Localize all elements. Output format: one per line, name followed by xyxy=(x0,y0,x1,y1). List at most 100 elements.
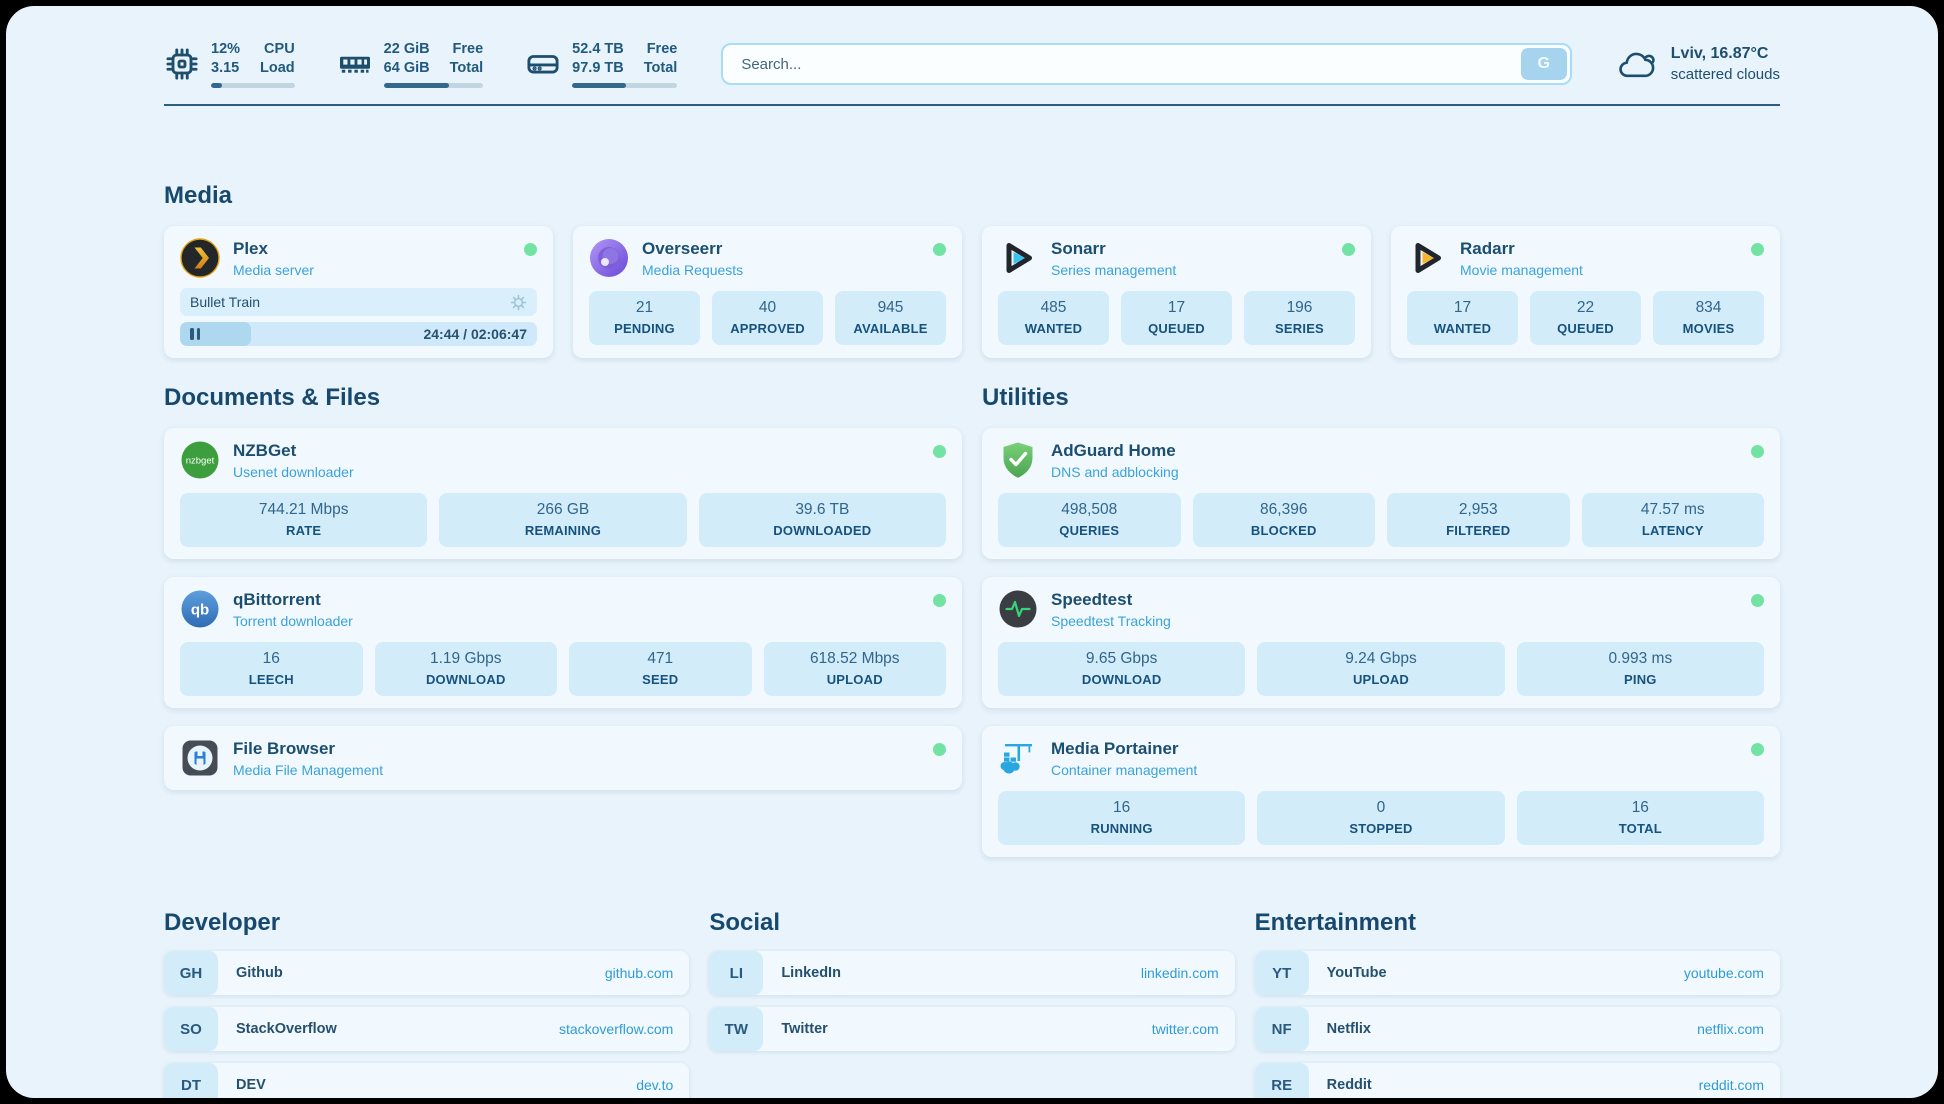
cloud-icon xyxy=(1616,46,1658,82)
stat-tile: 196 SERIES xyxy=(1244,291,1355,345)
bookmark-abbr: TW xyxy=(709,1007,764,1051)
bookmark-url: reddit.com xyxy=(1698,1077,1764,1093)
cpu-load-label: Load xyxy=(260,60,295,76)
service-title: Overseerr xyxy=(642,238,723,258)
stat-tile: 39.6 TB DOWNLOADED xyxy=(698,493,946,547)
status-dot xyxy=(933,743,946,756)
bookmark-url: youtube.com xyxy=(1683,965,1764,981)
service-title: Plex xyxy=(233,238,268,258)
bookmark-reddit[interactable]: RE Reddit reddit.com xyxy=(1254,1063,1780,1098)
stat-tile: 9.65 Gbps DOWNLOAD xyxy=(998,642,1246,696)
service-subtitle: Series management xyxy=(1051,261,1177,278)
weather-location: Lviv, 16.87°C xyxy=(1670,45,1769,63)
playback-time: 24:44 / 02:06:47 xyxy=(423,326,527,342)
bookmark-dev[interactable]: DT DEV dev.to xyxy=(164,1063,690,1098)
bookmark-abbr: DT xyxy=(164,1063,218,1098)
radarr-icon xyxy=(1407,238,1447,278)
disk-icon xyxy=(525,46,561,82)
memory-progress-fill xyxy=(383,83,450,89)
service-card-sonarr[interactable]: Sonarr Series management 485 WANTED 17 Q… xyxy=(982,226,1371,358)
bookmark-abbr: LI xyxy=(709,951,764,995)
status-dot xyxy=(933,243,946,256)
status-dot xyxy=(1751,743,1764,756)
bookmark-name: StackOverflow xyxy=(236,1021,337,1037)
bookmark-twitter[interactable]: TW Twitter twitter.com xyxy=(709,1007,1235,1051)
stat-tile: 21 PENDING xyxy=(589,291,700,345)
stat-tile: 266 GB REMAINING xyxy=(439,493,687,547)
service-title: Speedtest xyxy=(1051,589,1133,609)
service-subtitle: Media server xyxy=(233,261,314,278)
bookmark-url: twitter.com xyxy=(1151,1021,1219,1037)
search-provider-button[interactable]: G xyxy=(1520,48,1567,80)
bookmark-linkedin[interactable]: LI LinkedIn linkedin.com xyxy=(709,951,1235,995)
bookmark-url: stackoverflow.com xyxy=(558,1021,674,1037)
system-widgets: 12% 3.15 CPU Load xyxy=(164,40,678,89)
weather-widget[interactable]: Lviv, 16.87°C scattered clouds xyxy=(1616,43,1780,84)
stat-tile: 485 WANTED xyxy=(998,291,1109,345)
top-bar: 12% 3.15 CPU Load xyxy=(164,6,1780,92)
stat-tile: 744.21 Mbps RATE xyxy=(180,493,428,547)
stat-tile: 22 QUEUED xyxy=(1530,291,1641,345)
settings-icon[interactable] xyxy=(510,294,527,311)
service-subtitle: Container management xyxy=(1051,761,1198,778)
service-card-portainer[interactable]: Media Portainer Container management 16 … xyxy=(982,726,1780,857)
service-card-radarr[interactable]: Radarr Movie management 17 WANTED 22 QUE… xyxy=(1391,226,1780,358)
playback-progress-bar: 24:44 / 02:06:47 xyxy=(180,322,537,346)
search-input[interactable] xyxy=(721,43,1572,85)
stat-tile: 17 WANTED xyxy=(1407,291,1518,345)
service-card-plex[interactable]: Plex Media server Bullet Train xyxy=(164,226,553,358)
memory-progress-track xyxy=(383,83,484,89)
service-title: Sonarr xyxy=(1051,238,1106,258)
header-divider xyxy=(164,104,1780,106)
service-subtitle: Speedtest Tracking xyxy=(1051,612,1171,629)
bookmark-url: github.com xyxy=(604,965,674,981)
cpu-label: CPU xyxy=(264,40,295,57)
bookmark-github[interactable]: GH Github github.com xyxy=(164,951,690,995)
status-dot xyxy=(524,243,537,256)
stat-tile: 9.24 Gbps UPLOAD xyxy=(1257,642,1505,696)
service-title: Radarr xyxy=(1460,238,1515,258)
disk-progress-fill xyxy=(572,83,626,89)
section-title-entertainment: Entertainment xyxy=(1254,909,1417,936)
overseerr-icon xyxy=(589,238,629,278)
service-card-nzbget[interactable]: nzbget NZBGet Usenet downloader 744.21 M… xyxy=(164,428,962,559)
bookmark-stackoverflow[interactable]: SO StackOverflow stackoverflow.com xyxy=(164,1007,690,1051)
cpu-percent: 12% xyxy=(211,40,241,57)
now-playing-title: Bullet Train xyxy=(190,294,261,310)
stat-tile: 16 TOTAL xyxy=(1516,791,1764,845)
memory-icon xyxy=(337,46,373,82)
bookmark-youtube[interactable]: YT YouTube youtube.com xyxy=(1254,951,1780,995)
stat-tile: 47.57 ms LATENCY xyxy=(1581,493,1764,547)
bookmark-abbr: NF xyxy=(1254,1007,1309,1051)
stat-tile: 1.19 Gbps DOWNLOAD xyxy=(374,642,557,696)
disk-progress-track xyxy=(572,83,678,89)
filebrowser-icon xyxy=(180,738,220,778)
qbittorrent-icon: qb xyxy=(180,589,220,629)
service-card-filebrowser[interactable]: File Browser Media File Management xyxy=(164,726,962,790)
speedtest-icon xyxy=(998,589,1038,629)
stat-tile: 471 SEED xyxy=(569,642,752,696)
cpu-progress-track xyxy=(211,83,295,89)
service-card-qbittorrent[interactable]: qb qBittorrent Torrent downloader 16 LEE… xyxy=(164,577,962,708)
disk-free-label: Free xyxy=(646,40,678,57)
bookmark-url: linkedin.com xyxy=(1140,965,1219,981)
section-title-social: Social xyxy=(709,909,781,936)
svg-text:nzbget: nzbget xyxy=(186,456,215,467)
weather-condition: scattered clouds xyxy=(1670,66,1780,84)
service-card-speedtest[interactable]: Speedtest Speedtest Tracking 9.65 Gbps D… xyxy=(982,577,1780,708)
cpu-icon xyxy=(164,46,200,82)
status-dot xyxy=(933,445,946,458)
bookmark-abbr: RE xyxy=(1254,1063,1309,1098)
bookmark-name: Netflix xyxy=(1326,1021,1371,1037)
service-card-adguard[interactable]: AdGuard Home DNS and adblocking 498,508 … xyxy=(982,428,1780,559)
cpu-load-value: 3.15 xyxy=(211,60,240,76)
bookmark-name: DEV xyxy=(236,1077,266,1093)
disk-total-value: 97.9 TB xyxy=(572,60,624,76)
service-card-overseerr[interactable]: Overseerr Media Requests 21 PENDING 40 A… xyxy=(573,226,962,358)
memory-total-label: Total xyxy=(449,60,484,76)
bookmark-netflix[interactable]: NF Netflix netflix.com xyxy=(1254,1007,1780,1051)
stat-tile: 834 MOVIES xyxy=(1653,291,1764,345)
adguard-icon xyxy=(998,440,1038,480)
cpu-widget: 12% 3.15 CPU Load xyxy=(164,40,295,89)
nzbget-icon: nzbget xyxy=(180,440,220,480)
